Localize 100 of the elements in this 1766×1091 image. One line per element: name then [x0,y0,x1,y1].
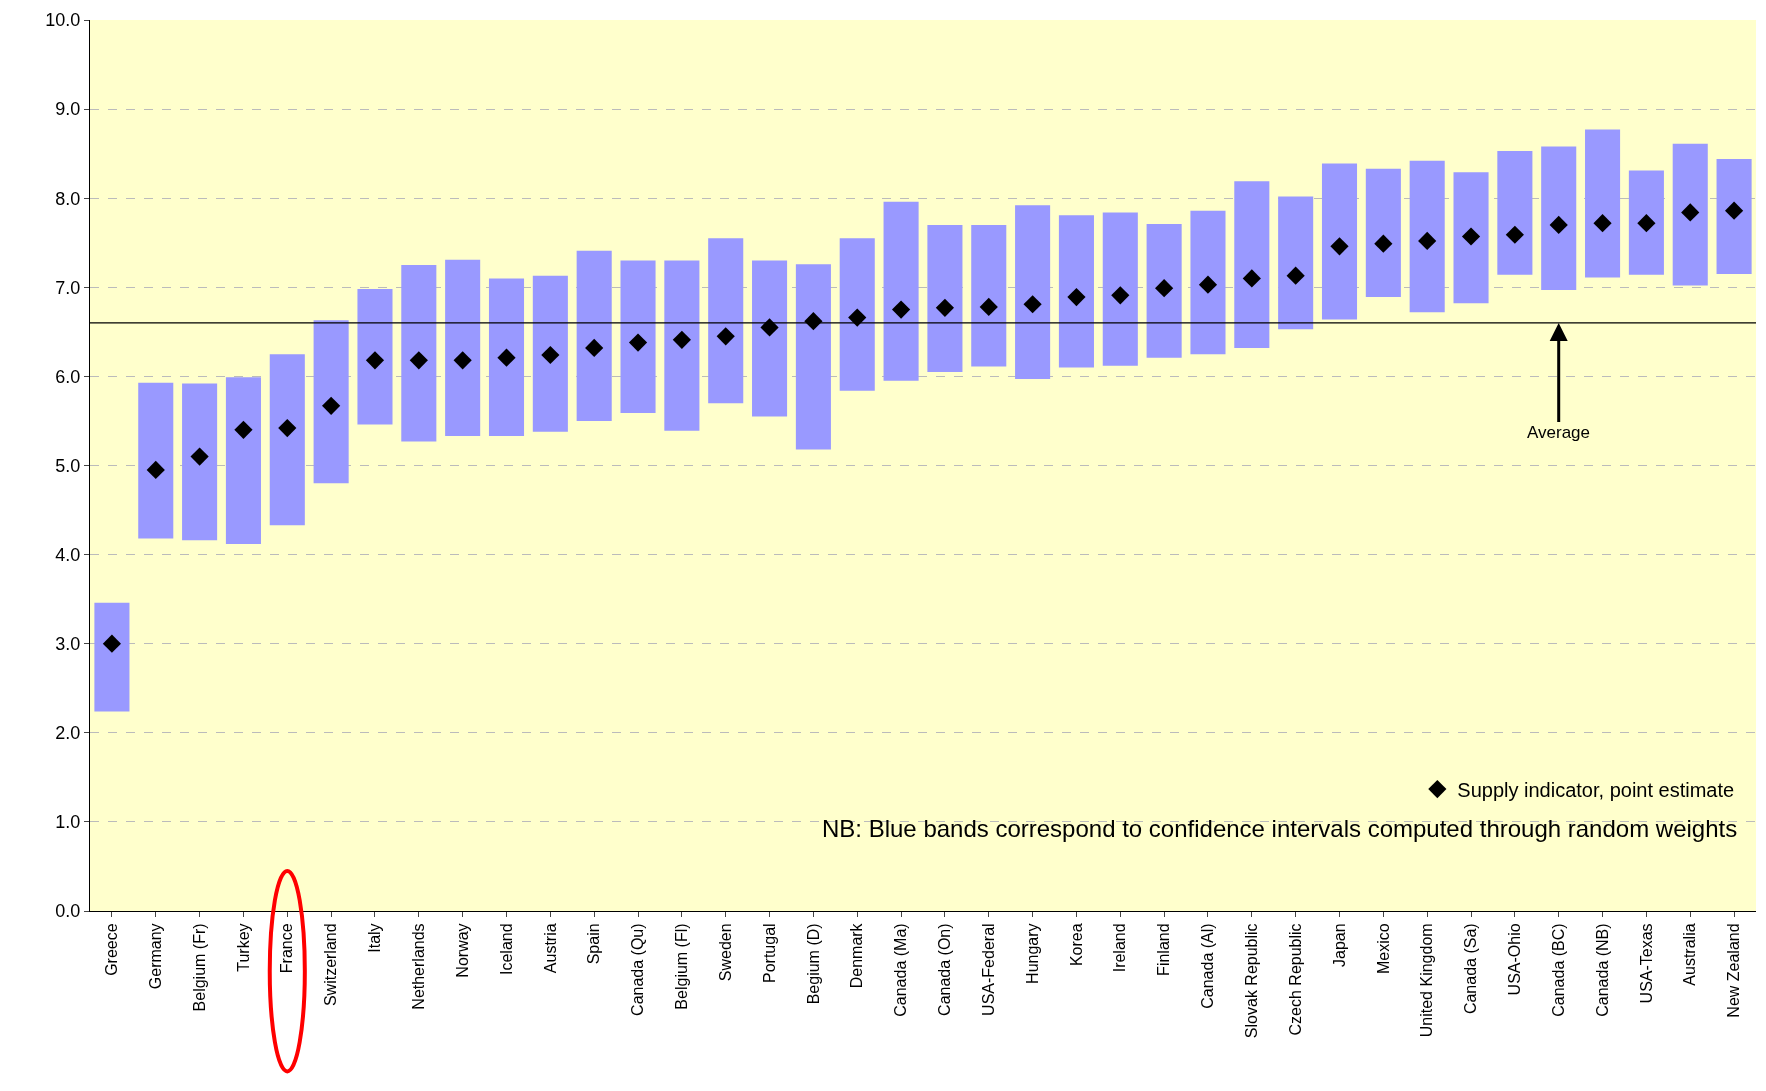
x-tick-label: Turkey [234,923,252,972]
bar [1409,160,1445,313]
y-tick-label: 4.0 [55,544,81,565]
x-tick-label: France [278,923,296,974]
bar [1365,168,1401,298]
x-tick-label: Iceland [497,923,515,975]
point [190,447,209,466]
bar [1015,205,1051,380]
bar [1628,170,1664,275]
bar [971,224,1007,367]
y-tick-label: 6.0 [55,366,81,387]
x-tick-label: Japan [1330,923,1348,967]
x-tick-label: Portugal [760,923,778,983]
x-tick-label: Ireland [1111,923,1129,973]
bar [1672,143,1708,286]
bar [182,383,218,541]
y-tick-label: 0.0 [55,901,81,922]
x-tick-label: Germany [146,923,164,990]
point [1593,214,1612,233]
x-tick-label: Czech Republic [1286,923,1304,1036]
point [365,351,385,370]
x-tick-label: Canada (Sa) [1462,923,1480,1015]
x-tick-label: Austria [541,923,559,974]
x-tick-label: United Kingdom [1418,923,1436,1038]
point [1724,201,1744,220]
bar [1716,159,1752,274]
x-tick-label: Hungary [1023,923,1041,984]
x-tick-label: Korea [1067,923,1085,967]
bar [1058,215,1094,368]
x-tick-label: Norway [453,923,471,978]
bar [488,278,525,437]
bar [138,382,174,539]
bar [532,275,568,432]
point [585,338,604,357]
point [497,348,516,367]
point [1549,215,1568,235]
bar [269,354,305,526]
point [541,345,560,365]
point [1374,234,1393,253]
bar [1497,150,1533,275]
point [1198,275,1218,294]
y-tick-label: 9.0 [55,99,81,120]
point [1418,231,1437,251]
y-tick-label: 1.0 [55,812,81,833]
x-tick-label: Sweden [716,923,734,982]
bar [1585,129,1621,278]
x-tick-label: Italy [366,923,384,953]
y-tick-label: 7.0 [55,277,81,298]
y-tick-label: 2.0 [55,723,81,744]
point [1111,286,1130,305]
bar [225,377,261,544]
point [760,318,779,337]
bar [1190,210,1226,355]
bar [94,602,130,712]
point [322,396,341,415]
bar [839,238,875,391]
bar [752,260,788,417]
annotation: NB: Blue bands correspond to confidence intervals computed through random weights [822,815,1738,842]
bar [357,289,393,425]
point [979,297,998,316]
y-tick-label: 5.0 [55,455,81,476]
bar [401,265,437,442]
annotation: Average [1527,423,1591,442]
point [1067,288,1086,307]
x-tick-label: Finland [1155,923,1173,976]
point [1242,269,1261,288]
point [102,634,122,653]
point [278,418,297,438]
bar [883,201,919,381]
x-tick-label: Canada (Ma) [892,923,910,1017]
x-tick-label: Canada (On) [936,923,954,1016]
point [628,333,648,352]
point [1637,214,1656,233]
x-tick-label: Canada (Al) [1199,923,1217,1009]
x-tick-label: Belgium (Fl) [673,923,691,1010]
x-tick-label: Begium (D) [804,923,822,1005]
x-tick-label: Canada (NB) [1593,923,1611,1017]
x-tick-label: Canada (BC) [1549,923,1567,1017]
point [1330,237,1349,256]
bar [1321,163,1358,320]
x-tick-label: Greece [103,923,121,976]
point [935,298,955,317]
y-tick-label: 3.0 [55,634,81,654]
bar [927,224,963,372]
x-tick-label: Canada (Qu) [629,923,647,1016]
y-tick-label: 8.0 [55,188,81,209]
x-tick-label: Denmark [848,922,866,989]
bar [620,260,656,413]
legend-label: Supply indicator, point estimate [1457,778,1735,801]
bar [1146,224,1182,358]
bar [445,259,481,437]
bar [576,250,612,421]
x-tick-label: Australia [1681,923,1699,986]
bar [1102,212,1138,366]
point [453,351,472,370]
point [146,460,165,480]
point [1286,266,1305,285]
point [234,420,253,439]
bar [1541,146,1577,290]
point [891,300,911,319]
